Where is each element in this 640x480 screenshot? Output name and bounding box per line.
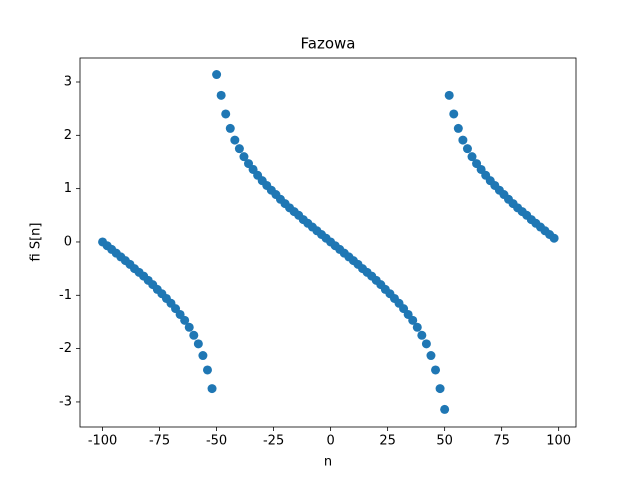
point <box>408 315 418 325</box>
x-tick-label: 50 <box>436 434 453 449</box>
x-tick-label: -25 <box>263 434 284 449</box>
point <box>221 109 231 119</box>
point <box>453 123 463 133</box>
point <box>230 135 240 145</box>
point <box>417 330 427 340</box>
point <box>444 90 454 100</box>
point <box>440 404 450 414</box>
y-tick-label: -2 <box>59 341 72 356</box>
x-axis-label: n <box>324 455 332 470</box>
x-tick-label: 75 <box>493 434 510 449</box>
point <box>549 233 559 243</box>
point <box>180 315 190 325</box>
point <box>462 144 472 154</box>
x-tick-label: -100 <box>88 434 118 449</box>
point <box>184 322 194 332</box>
x-tick-label: 0 <box>326 434 334 449</box>
y-tick-label: 0 <box>64 234 72 249</box>
y-tick-label: 1 <box>64 181 72 196</box>
point <box>426 351 436 361</box>
point <box>421 339 431 349</box>
point <box>412 322 422 332</box>
point <box>467 152 477 162</box>
x-tick-label: 25 <box>379 434 396 449</box>
point <box>212 70 222 80</box>
point <box>207 384 217 394</box>
y-tick-label: 3 <box>64 74 72 89</box>
chart-title: Fazowa <box>301 35 356 53</box>
point <box>458 135 468 145</box>
point <box>198 351 208 361</box>
point <box>189 330 199 340</box>
x-tick-label: -50 <box>206 434 227 449</box>
point <box>193 339 203 349</box>
point <box>216 90 226 100</box>
y-tick-label: 2 <box>64 128 72 143</box>
point <box>435 384 445 394</box>
point <box>431 365 441 375</box>
y-axis-label: fi S[n] <box>29 223 44 262</box>
point <box>449 109 459 119</box>
y-tick-label: -3 <box>59 394 72 409</box>
point <box>202 365 212 375</box>
x-tick-label: -75 <box>149 434 170 449</box>
x-tick-label: 100 <box>546 434 571 449</box>
point <box>234 144 244 154</box>
plot-frame <box>79 57 577 428</box>
y-tick-label: -1 <box>59 288 72 303</box>
point <box>225 123 235 133</box>
point <box>239 152 249 162</box>
